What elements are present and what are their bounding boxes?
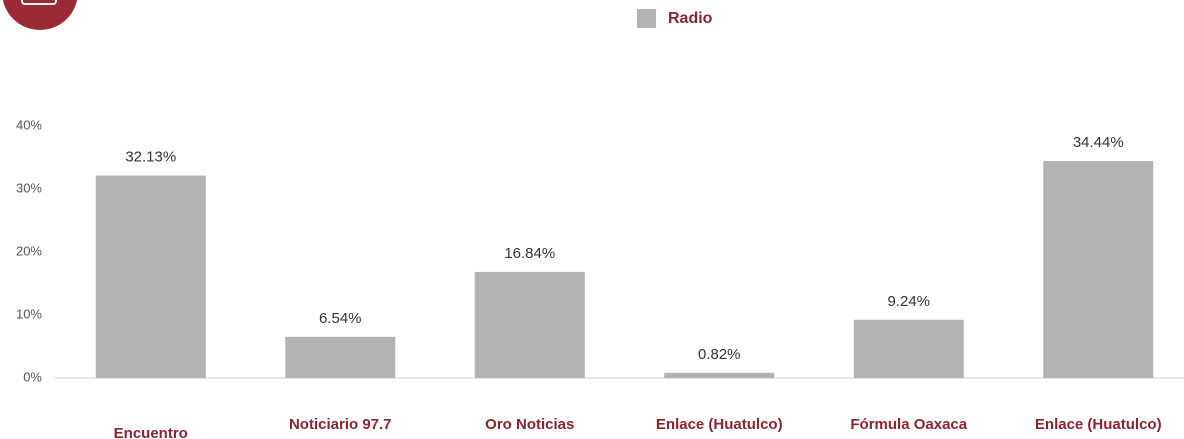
y-tick-label: 30%: [16, 180, 42, 195]
x-tick-label: Noticiario 97.7: [289, 416, 392, 433]
x-tick-label: Encuentro: [114, 425, 188, 439]
value-label: 6.54%: [319, 310, 362, 327]
value-label: 32.13%: [125, 149, 176, 166]
bar: [853, 319, 964, 378]
x-tick-label: Fórmula Oaxaca: [850, 416, 967, 433]
value-label: 16.84%: [504, 245, 555, 262]
value-label: 34.44%: [1073, 134, 1124, 151]
bar: [95, 175, 206, 378]
bar: [1043, 161, 1154, 378]
logo-icon: [2, 0, 78, 30]
y-tick-label: 40%: [16, 117, 42, 132]
y-tick-label: 10%: [16, 306, 42, 321]
bar: [285, 336, 396, 378]
bar: [474, 271, 585, 378]
value-label: 0.82%: [698, 346, 741, 363]
x-tick-label: Enlace (Huatulco): [1035, 416, 1162, 433]
bar: [664, 372, 775, 378]
y-tick-label: 0%: [23, 369, 42, 384]
y-tick-label: 20%: [16, 243, 42, 258]
value-label: 9.24%: [887, 293, 930, 310]
x-tick-label: Oro Noticias: [485, 416, 574, 433]
x-tick-label: Enlace (Huatulco): [656, 416, 783, 433]
legend-swatch: [637, 9, 656, 28]
legend-label: Radio: [668, 10, 713, 27]
